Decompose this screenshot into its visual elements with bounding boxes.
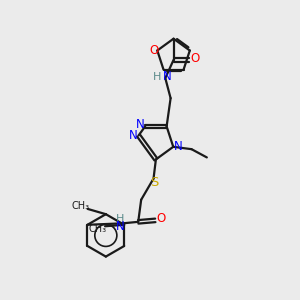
- Text: H: H: [153, 72, 161, 82]
- Text: N: N: [136, 118, 144, 131]
- Text: S: S: [150, 176, 159, 189]
- Text: N: N: [116, 220, 125, 233]
- Text: H: H: [116, 214, 125, 224]
- Text: O: O: [190, 52, 200, 65]
- Text: N: N: [129, 129, 138, 142]
- Text: O: O: [149, 44, 158, 57]
- Text: N: N: [174, 140, 183, 153]
- Text: N: N: [163, 70, 172, 83]
- Text: CH₃: CH₃: [88, 224, 107, 234]
- Text: CH₃: CH₃: [71, 201, 89, 211]
- Text: O: O: [157, 212, 166, 225]
